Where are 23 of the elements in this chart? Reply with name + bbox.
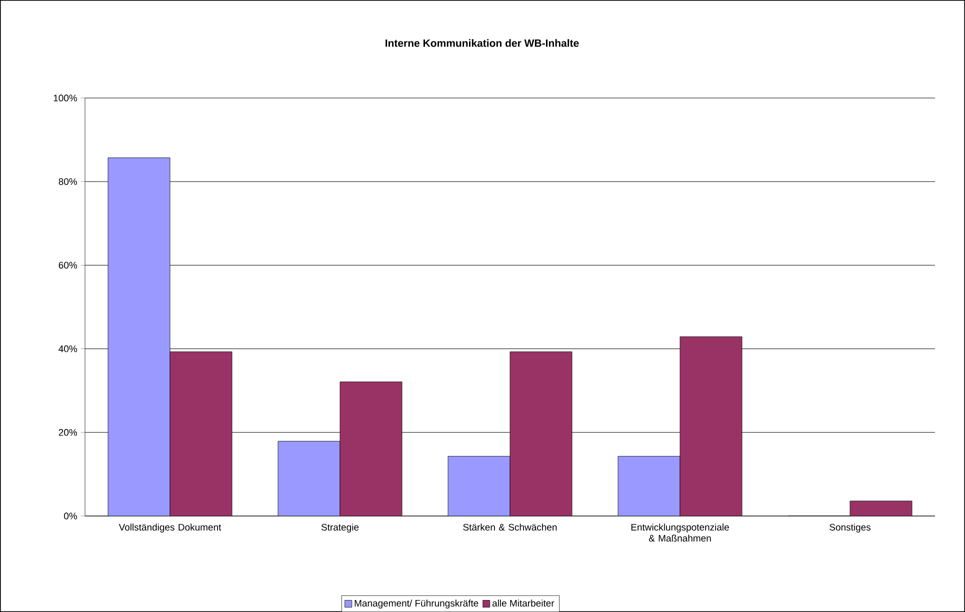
bar	[448, 456, 510, 516]
chart-title: Interne Kommunikation der WB-Inhalte	[386, 39, 579, 47]
legend-label: Management/ Führungskräfte	[354, 600, 478, 608]
y-tick-label: 20%	[58, 428, 78, 436]
y-tick-label: 80%	[58, 178, 78, 185]
bar	[680, 336, 742, 516]
y-tick-label: 100%	[54, 94, 78, 102]
y-tick-label: 0%	[64, 512, 78, 520]
bar	[510, 351, 572, 516]
x-tick-label: Sonstiges	[830, 524, 871, 532]
x-tick-label: Strategie	[321, 524, 359, 532]
x-tick-label: Vollständiges Dokument	[118, 524, 222, 532]
bar	[340, 382, 402, 516]
bar	[618, 456, 680, 516]
bar	[108, 158, 170, 516]
legend-label: alle Mitarbeiter	[492, 600, 554, 607]
bar	[278, 440, 340, 516]
y-tick-label: 60%	[58, 262, 78, 269]
y-tick-label: 40%	[58, 345, 78, 352]
x-tick-label: Stärken & Schwächen	[463, 524, 557, 531]
bar	[850, 500, 912, 516]
bar	[170, 351, 232, 516]
x-tick-label: Entwicklungspotenziale & Maßnahmen	[631, 524, 729, 542]
